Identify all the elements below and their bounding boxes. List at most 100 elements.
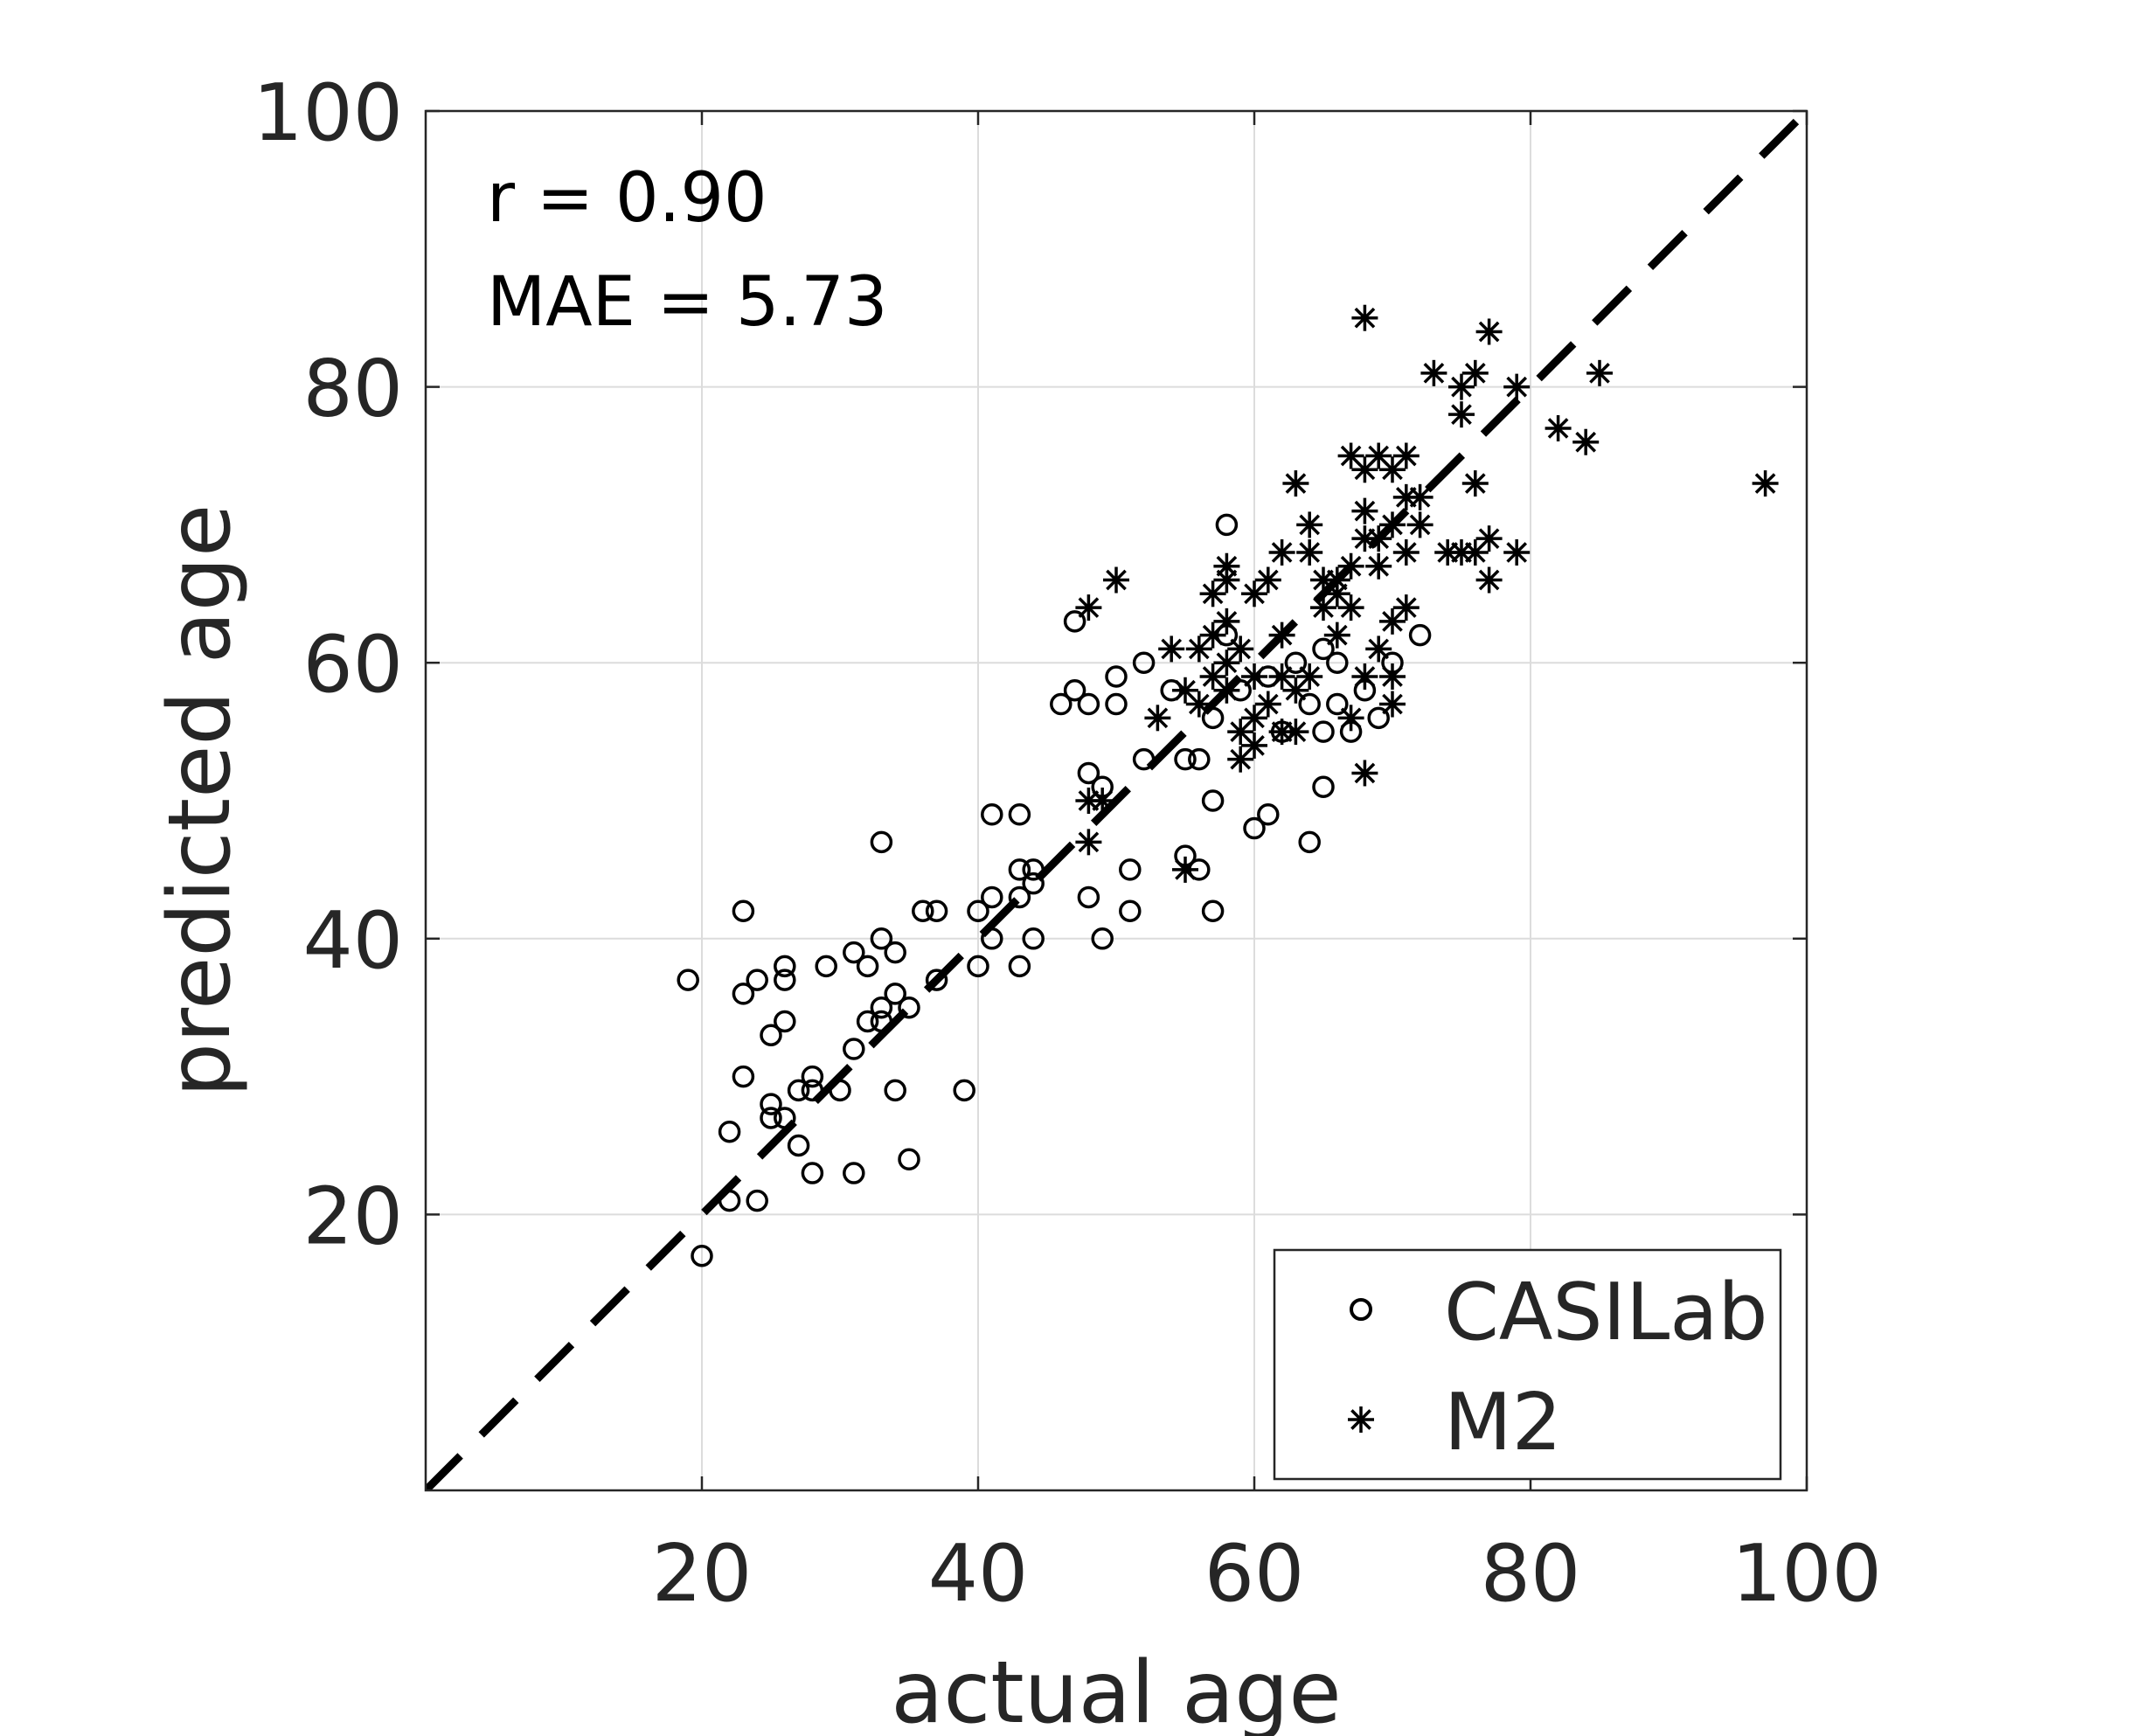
- m2-point: [1268, 621, 1295, 649]
- casilab-point: [981, 927, 1003, 950]
- m2-point: [1392, 538, 1420, 566]
- casilab-point: [677, 969, 699, 991]
- casilab-point: [746, 1189, 768, 1212]
- casilab-point: [884, 941, 906, 964]
- casilab-point: [732, 983, 755, 1005]
- m2-point: [1075, 594, 1102, 621]
- y-tick-label: 60: [302, 619, 403, 711]
- casilab-point: [1174, 747, 1197, 771]
- m2-point: [1351, 304, 1378, 331]
- casilab-point: [912, 899, 934, 922]
- casilab-point: [1063, 679, 1086, 702]
- x-axis-label: actual age: [891, 1643, 1341, 1736]
- casilab-point: [1077, 761, 1100, 785]
- identity-dashed-line: [426, 111, 1807, 1490]
- m2-point: [1461, 359, 1489, 386]
- m2-point: [1296, 663, 1323, 690]
- m2-point: [1379, 691, 1406, 718]
- casilab-point: [856, 1010, 879, 1033]
- m2-point: [1545, 414, 1572, 441]
- casilab-point: [1284, 651, 1308, 674]
- casilab-point: [1132, 747, 1156, 771]
- casilab-point: [843, 941, 865, 964]
- casilab-point: [1201, 789, 1225, 812]
- m2-point: [1089, 788, 1116, 814]
- casilab-point: [1326, 692, 1349, 716]
- casilab-point: [774, 969, 796, 991]
- casilab-point: [718, 1189, 741, 1212]
- casilab-point: [953, 1079, 975, 1102]
- y-tick-label: 80: [302, 344, 403, 435]
- casilab-point: [1326, 651, 1349, 674]
- casilab-point: [1008, 955, 1031, 978]
- casilab-point: [870, 996, 893, 1019]
- x-tick-label: 40: [928, 1528, 1029, 1620]
- casilab-point: [760, 1024, 782, 1047]
- casilab-point: [1022, 927, 1045, 950]
- casilab-point: [829, 1079, 851, 1102]
- m2-point: [1392, 442, 1420, 469]
- m2-point: [1337, 705, 1364, 732]
- legend-asterisk-glyph: [1348, 1406, 1374, 1433]
- casilab-point: [843, 1162, 865, 1184]
- m2-point: [1296, 538, 1323, 566]
- m2-point: [1282, 677, 1309, 704]
- axis-ticks: 20 40 60 80 100 20 40 60 80 100: [253, 67, 1882, 1620]
- casilab-point: [801, 1079, 824, 1102]
- m2-point: [1503, 538, 1531, 566]
- casilab-point: [1105, 692, 1128, 716]
- casilab-point: [1312, 720, 1335, 743]
- stats-annotation: r = 0.90 MAE = 5.73: [487, 159, 888, 342]
- m2-point: [1392, 594, 1420, 621]
- casilab-point: [801, 1162, 824, 1184]
- m2-point: [1365, 635, 1392, 663]
- m2-point: [1379, 511, 1406, 538]
- m2-point: [1241, 663, 1267, 690]
- m2-point: [1420, 359, 1447, 386]
- casilab-point: [1091, 927, 1114, 950]
- casilab-point: [884, 983, 906, 1005]
- m2-point: [1406, 511, 1433, 538]
- casilab-point: [1008, 885, 1031, 909]
- legend-circle-marker: [1350, 1298, 1372, 1321]
- x-tick-label: 20: [652, 1528, 753, 1620]
- m2-point: [1158, 635, 1185, 663]
- m2-point: [1337, 594, 1364, 621]
- y-tick-label: 100: [253, 67, 403, 159]
- y-tick-label: 40: [302, 895, 403, 987]
- casilab-point: [691, 1244, 713, 1267]
- casilab-point: [981, 803, 1003, 826]
- m2-point: [1213, 677, 1240, 704]
- data-points: [677, 304, 1779, 1267]
- m2-point: [1572, 428, 1600, 455]
- casilab-point: [884, 1079, 906, 1102]
- casilab-point: [1257, 803, 1280, 826]
- y-tick-label: 20: [302, 1170, 403, 1262]
- casilab-point: [981, 885, 1003, 909]
- m2-point: [1337, 552, 1364, 580]
- casilab-point: [1050, 692, 1072, 716]
- m2-point: [1241, 732, 1267, 759]
- casilab-point: [1077, 692, 1100, 716]
- m2-point: [1586, 359, 1613, 386]
- casilab-point: [746, 969, 768, 991]
- casilab-point: [1201, 706, 1225, 730]
- casilab-point: [787, 1079, 810, 1102]
- x-tick-label: 60: [1204, 1528, 1305, 1620]
- casilab-point: [1119, 899, 1142, 922]
- casilab-point: [967, 955, 989, 978]
- casilab-point: [732, 899, 755, 922]
- m2-point: [1296, 511, 1323, 538]
- casilab-point: [1132, 651, 1156, 674]
- m2-point: [1379, 663, 1406, 690]
- casilab-point: [870, 927, 893, 950]
- m2-point: [1475, 566, 1503, 594]
- mae-label: MAE = 5.73: [487, 263, 888, 342]
- casilab-point: [732, 1065, 755, 1088]
- casilab-point: [925, 969, 948, 991]
- m2-point: [1475, 318, 1503, 345]
- casilab-point: [1367, 706, 1390, 730]
- casilab-point: [898, 1148, 920, 1171]
- casilab-point: [1298, 692, 1321, 716]
